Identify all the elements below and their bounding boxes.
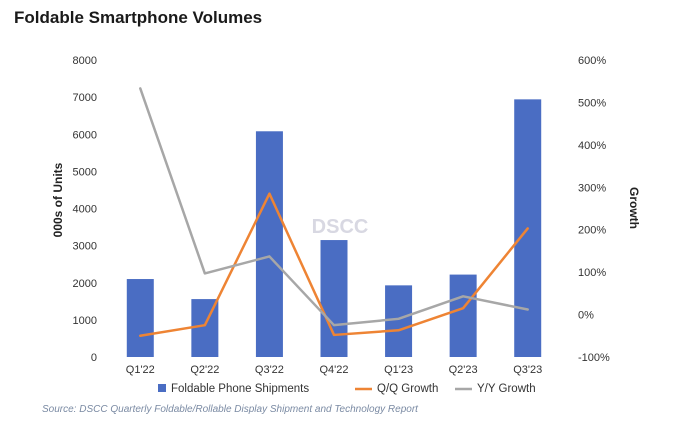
bar [255,131,283,357]
x-tick-label: Q2'22 [190,364,219,376]
y2-tick-label: 200% [578,225,606,237]
y-axis-title: 000s of Units [51,162,65,237]
y2-tick-label: -100% [578,352,610,364]
y-tick-label: 8000 [73,55,97,67]
legend-label: Y/Y Growth [477,383,536,395]
y-tick-label: 0 [91,352,97,364]
y-tick-label: 2000 [73,278,97,290]
chart-title: Foldable Smartphone Volumes [14,8,263,27]
y-tick-label: 1000 [73,315,97,327]
y2-tick-label: 100% [578,267,606,279]
bar [320,240,348,357]
y2-tick-label: 500% [578,97,606,109]
legend-label: Foldable Phone Shipments [171,383,309,395]
qq-growth-line [139,192,529,338]
x-tick-label: Q2'23 [449,364,478,376]
y2-tick-label: 300% [578,182,606,194]
y2-tick-label: 600% [578,55,606,67]
x-tick-label: Q1'23 [384,364,413,376]
y2-tick-label: 400% [578,140,606,152]
x-tick-label: Q4'22 [319,364,348,376]
y-tick-label: 6000 [73,129,97,141]
y-tick-label: 3000 [73,241,97,253]
bar [385,285,413,357]
y-tick-label: 5000 [73,166,97,178]
bar [449,274,477,357]
source-note: Source: DSCC Quarterly Foldable/Rollable… [42,404,418,415]
y-tick-label: 4000 [73,204,97,216]
watermark: DSCC [312,216,369,238]
yy-growth-line [139,87,529,327]
bar [126,279,154,357]
y-tick-label: 7000 [73,92,97,104]
legend-label: Q/Q Growth [377,383,438,395]
x-tick-label: Q3'22 [255,364,284,376]
legend-bar-swatch [158,384,166,392]
y2-axis-title: Growth [627,187,641,229]
x-tick-label: Q3'23 [513,364,542,376]
x-tick-label: Q1'22 [126,364,155,376]
y2-tick-label: 0% [578,310,594,322]
